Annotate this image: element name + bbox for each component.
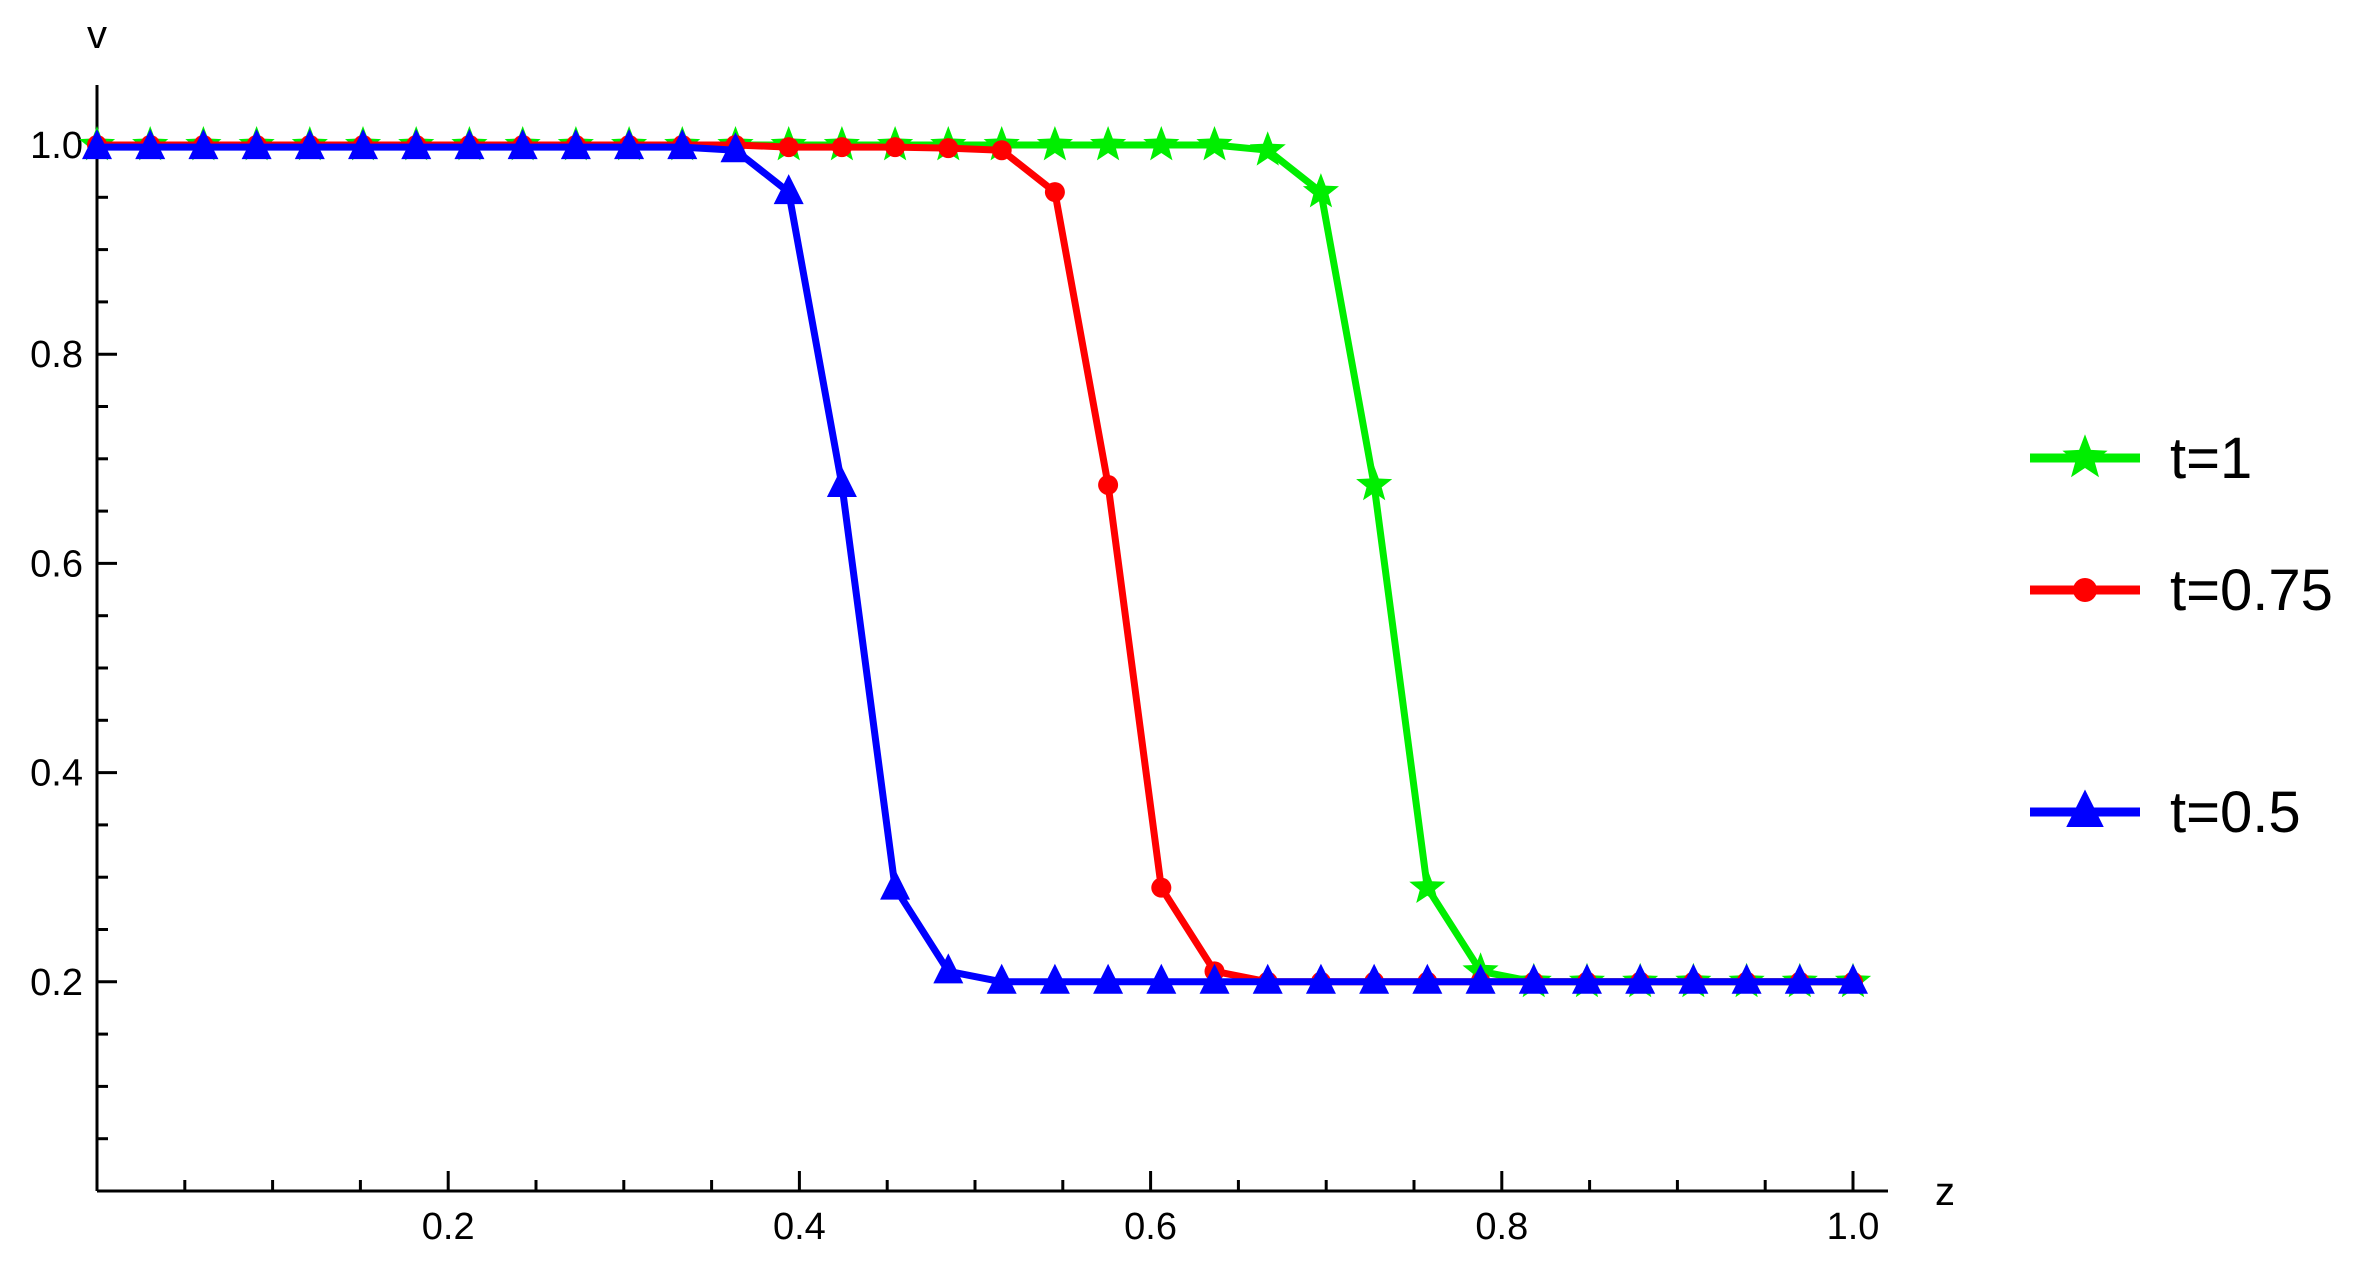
data-point bbox=[1518, 963, 1549, 994]
data-point bbox=[1143, 126, 1180, 161]
data-point bbox=[1412, 963, 1443, 994]
data-point bbox=[401, 129, 432, 160]
data-point bbox=[831, 137, 852, 158]
data-point bbox=[1146, 963, 1177, 994]
y-tick-label: 0.8 bbox=[30, 334, 83, 376]
data-point bbox=[560, 129, 591, 160]
x-tick-label: 0.6 bbox=[1124, 1206, 1177, 1248]
x-tick-label: 0.8 bbox=[1475, 1206, 1528, 1248]
legend: t=1 t=0.75 t=0.5 bbox=[2030, 426, 2333, 845]
data-point bbox=[667, 129, 698, 160]
series-line bbox=[97, 143, 1853, 986]
data-point bbox=[720, 132, 751, 163]
series-line bbox=[97, 141, 1853, 986]
ticks: 0.2 0.4 0.6 0.8 1.0 0.2 0.4 0.6 0.8 1.0 bbox=[30, 125, 1879, 1248]
y-tick-label: 1.0 bbox=[30, 125, 83, 167]
y-tick-label: 0.4 bbox=[30, 753, 83, 795]
legend-swatch-marker bbox=[2066, 789, 2104, 827]
data-point bbox=[82, 129, 112, 160]
legend-label: t=1 bbox=[2170, 426, 2252, 491]
data-point bbox=[1249, 131, 1286, 166]
x-tick-label: 1.0 bbox=[1827, 1206, 1880, 1248]
data-point bbox=[1678, 963, 1709, 994]
data-point bbox=[938, 138, 959, 159]
data-point bbox=[1625, 963, 1656, 994]
y-tick-label: 0.2 bbox=[30, 962, 83, 1004]
data-point bbox=[507, 129, 538, 160]
x-tick-label: 0.2 bbox=[422, 1206, 475, 1248]
data-point bbox=[1838, 963, 1868, 994]
data-point bbox=[773, 174, 804, 205]
data-point bbox=[986, 963, 1017, 994]
data-point bbox=[826, 466, 857, 497]
data-point bbox=[1356, 465, 1393, 501]
data-point bbox=[1093, 963, 1124, 994]
legend-label: t=0.5 bbox=[2170, 780, 2301, 845]
legend-swatch-marker bbox=[2062, 434, 2108, 478]
data-point bbox=[1784, 963, 1815, 994]
data-point bbox=[1302, 173, 1339, 208]
data-point bbox=[1305, 963, 1336, 994]
legend-item: t=0.5 bbox=[2030, 780, 2301, 845]
legend-item: t=1 bbox=[2030, 426, 2252, 491]
series-t=1 bbox=[78, 126, 1872, 998]
legend-item: t=0.75 bbox=[2030, 558, 2333, 623]
data-point bbox=[1196, 126, 1233, 161]
y-tick-label: 0.6 bbox=[30, 543, 83, 585]
data-point bbox=[1252, 963, 1283, 994]
data-point bbox=[885, 137, 906, 158]
data-point bbox=[1465, 963, 1496, 994]
data-point bbox=[1098, 474, 1119, 495]
data-point bbox=[1571, 963, 1602, 994]
data-point bbox=[1090, 126, 1127, 161]
series-layer bbox=[78, 126, 1872, 998]
x-axis-title: z bbox=[1935, 1170, 1955, 1214]
data-point bbox=[188, 129, 219, 160]
data-point bbox=[933, 953, 964, 984]
legend-label: t=0.75 bbox=[2170, 558, 2333, 623]
data-point bbox=[1359, 963, 1390, 994]
y-axis-title: v bbox=[87, 13, 107, 57]
data-point bbox=[1199, 963, 1230, 994]
data-point bbox=[1039, 963, 1070, 994]
axes: z v bbox=[87, 13, 1955, 1214]
series-t=0.5 bbox=[82, 129, 1868, 994]
data-point bbox=[778, 137, 799, 158]
data-point bbox=[241, 129, 272, 160]
data-point bbox=[880, 869, 911, 900]
data-point bbox=[1731, 963, 1762, 994]
legend-swatch-marker bbox=[2073, 578, 2097, 602]
data-point bbox=[1409, 868, 1446, 903]
data-point bbox=[1151, 877, 1172, 898]
series-t=0.75 bbox=[87, 135, 1863, 992]
series-line bbox=[97, 141, 1853, 986]
data-point bbox=[991, 140, 1012, 161]
data-point bbox=[294, 129, 325, 160]
data-point bbox=[1036, 126, 1073, 161]
data-point bbox=[135, 129, 166, 160]
data-point bbox=[614, 129, 645, 160]
x-tick-label: 0.4 bbox=[773, 1206, 826, 1248]
data-point bbox=[1044, 182, 1065, 203]
data-point bbox=[454, 129, 485, 160]
data-point bbox=[348, 129, 379, 160]
